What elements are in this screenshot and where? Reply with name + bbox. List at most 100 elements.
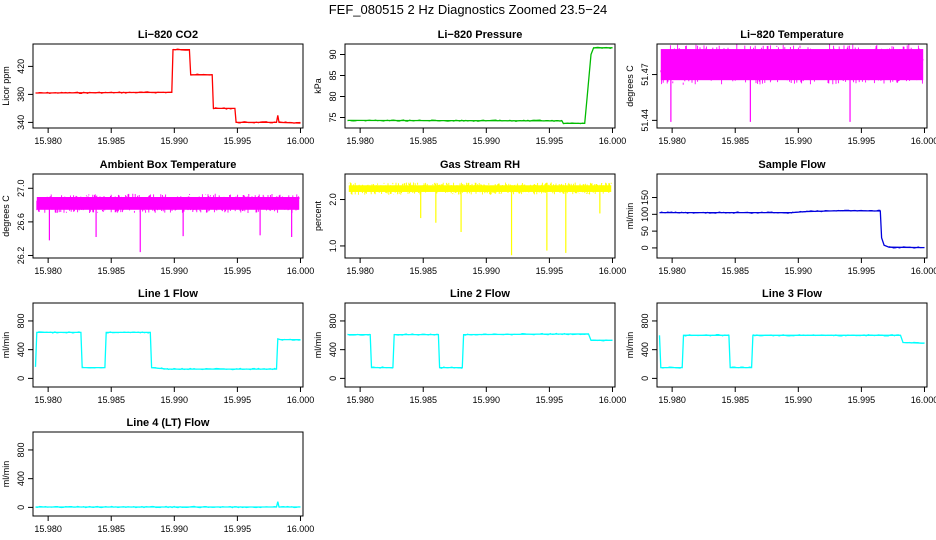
series-noise [190, 73, 213, 76]
y-axis-label: ml/min [625, 203, 635, 230]
series-noise [804, 209, 843, 213]
x-tick-label: 15.990 [473, 266, 501, 276]
series-band [36, 197, 300, 210]
series-noise [167, 367, 277, 371]
series-noise [659, 211, 793, 214]
series-noise [752, 334, 901, 337]
x-tick-label: 16.000 [911, 136, 936, 146]
panel-10: Line 4 (LT) Flow 15.980 15.985 15.990 15.995… [1, 417, 314, 534]
x-tick-label: 15.980 [658, 395, 686, 405]
panel-4: Ambient Box Temperature 15.980 15.985 15.99… [1, 159, 314, 276]
series-noise [82, 366, 105, 369]
panel-title: Li−820 Temperature [740, 29, 843, 41]
x-tick-label: 15.985 [721, 395, 749, 405]
series-noise [791, 210, 805, 213]
x-tick-label: 15.980 [34, 136, 62, 146]
panel-title: Li−820 CO2 [138, 29, 198, 41]
x-tick-label: 15.985 [97, 524, 125, 534]
series-line [35, 48, 301, 124]
x-tick-label: 15.995 [848, 266, 876, 276]
series-noise [730, 366, 752, 369]
y-tick-label: 2.0 [328, 193, 338, 206]
series-group [347, 46, 613, 125]
x-tick-label: 15.980 [658, 266, 686, 276]
series-noise [235, 121, 277, 124]
y-axis-label: Licor ppm [1, 66, 11, 106]
x-tick-label: 15.990 [785, 136, 813, 146]
plot-frame [32, 43, 304, 129]
x-tick-label: 16.000 [287, 136, 315, 146]
y-tick-label: 0 [16, 376, 26, 381]
y-tick-label: 400 [16, 342, 26, 357]
x-tick-label: 16.000 [911, 395, 936, 405]
series-noise [683, 334, 730, 337]
x-tick-label: 15.990 [785, 266, 813, 276]
panel-title: Line 3 Flow [762, 288, 822, 300]
panel-7: Line 1 Flow 15.980 15.985 15.990 15.995 16.00… [1, 288, 314, 405]
y-tick-label: 26.6 [16, 213, 26, 231]
y-tick-label: 80 [328, 91, 338, 101]
plot-frame [344, 43, 616, 129]
x-tick-label: 15.985 [97, 136, 125, 146]
x-tick-label: 16.000 [287, 524, 315, 534]
series-group [35, 501, 301, 509]
x-tick-label: 15.980 [346, 395, 374, 405]
plot-frame [32, 431, 304, 517]
y-tick-label: 400 [16, 471, 26, 486]
panel-6: Sample Flow 15.980 15.985 15.990 15.995 16.00… [625, 159, 936, 276]
series-line [659, 209, 925, 249]
y-tick-label: 800 [640, 313, 650, 328]
y-tick-label: 800 [16, 442, 26, 457]
y-tick-label: 51.47 [640, 63, 650, 86]
series-noise [347, 333, 371, 336]
panel-title: Li−820 Pressure [438, 29, 523, 41]
panel-2: Li−820 Pressure 15.980 15.985 15.990 15.995 1… [313, 29, 626, 146]
series-noise [36, 193, 300, 213]
x-tick-label: 16.000 [911, 266, 936, 276]
series-noise [593, 46, 613, 49]
x-tick-label: 15.995 [848, 395, 876, 405]
series-noise [371, 366, 393, 369]
x-tick-label: 15.995 [536, 136, 564, 146]
panel-title: Line 1 Flow [138, 288, 198, 300]
series-group [35, 48, 301, 124]
x-tick-label: 15.990 [473, 395, 501, 405]
y-tick-label: 51.44 [640, 109, 650, 132]
y-tick-label: 800 [16, 313, 26, 328]
x-tick-label: 15.985 [409, 395, 437, 405]
series-band [348, 185, 612, 192]
x-tick-label: 15.990 [161, 395, 189, 405]
series-line [34, 331, 301, 370]
x-tick-label: 15.980 [346, 136, 374, 146]
x-tick-label: 15.995 [224, 136, 252, 146]
y-tick-label: 400 [640, 342, 650, 357]
plot-frame [656, 173, 928, 259]
panel-5: Gas Stream RH 15.980 15.985 15.990 15.995 16.… [313, 159, 626, 276]
x-tick-label: 15.990 [473, 136, 501, 146]
x-tick-label: 15.980 [34, 395, 62, 405]
y-tick-label: 420 [16, 59, 26, 74]
x-tick-label: 15.980 [658, 136, 686, 146]
panel-grid: Li−820 CO2 15.980 15.985 15.990 15.995 16.000… [1, 29, 936, 534]
series-noise [439, 366, 463, 369]
y-tick-label: 50 [640, 226, 650, 236]
series-noise [106, 331, 151, 334]
y-tick-label: 85 [328, 70, 338, 80]
x-tick-label: 15.990 [161, 524, 189, 534]
series-group [348, 182, 612, 256]
y-tick-label: 1.0 [328, 240, 338, 253]
series-group [660, 44, 924, 122]
x-tick-label: 15.985 [721, 266, 749, 276]
x-tick-label: 16.000 [287, 266, 315, 276]
panel-8: Line 2 Flow 15.980 15.985 15.990 15.995 16.00… [313, 288, 626, 405]
series-noise [172, 48, 190, 51]
series-noise [347, 119, 563, 123]
series-noise [36, 331, 82, 334]
x-tick-label: 16.000 [599, 136, 627, 146]
panel-title: Line 2 Flow [450, 288, 510, 300]
y-tick-label: 340 [16, 115, 26, 130]
y-tick-label: 0 [328, 376, 338, 381]
panel-title: Gas Stream RH [440, 159, 520, 171]
y-tick-label: 400 [328, 342, 338, 357]
y-axis-label: ml/min [1, 461, 11, 488]
